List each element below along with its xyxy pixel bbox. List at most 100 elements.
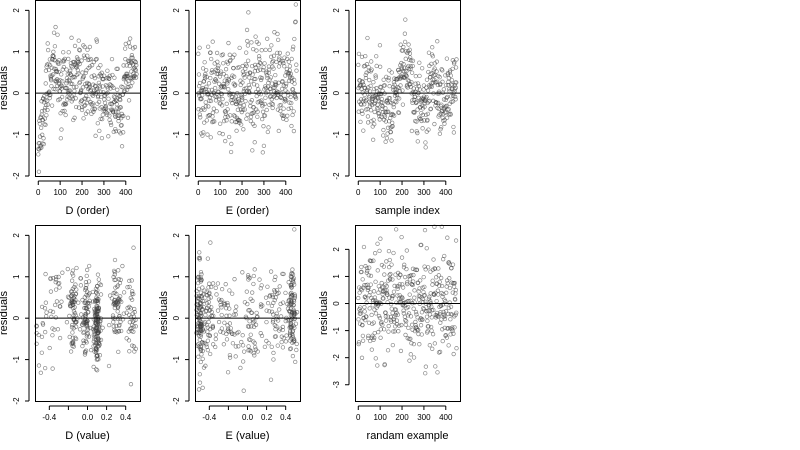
data-point [208, 351, 213, 357]
data-point [390, 277, 395, 282]
data-point [435, 39, 440, 44]
data-point [448, 94, 454, 99]
residual-panel-5: -0.4 0.0 0.2 0.4 -2 -1 0 1 2 E (value) residuals [158, 225, 301, 442]
y-tick-label: -1 [332, 326, 341, 334]
data-point [403, 17, 408, 22]
data-point [93, 325, 98, 331]
data-point [443, 104, 448, 109]
data-point [275, 50, 280, 55]
data-point [132, 309, 137, 315]
data-point [406, 298, 411, 304]
data-point [413, 73, 418, 79]
data-point [76, 38, 81, 43]
data-point [409, 322, 415, 327]
data-point [69, 99, 74, 104]
data-point [82, 103, 87, 109]
data-point [269, 344, 274, 350]
data-point [127, 44, 133, 49]
data-point [275, 31, 280, 37]
data-point [444, 302, 449, 307]
data-point [227, 355, 233, 360]
data-point [73, 313, 78, 318]
data-point [197, 296, 202, 301]
data-point [294, 341, 299, 347]
data-point [95, 272, 101, 277]
data-point [393, 227, 399, 232]
data-point [396, 110, 402, 116]
plot-frame [35, 225, 141, 402]
data-point [372, 295, 378, 300]
data-point [240, 95, 245, 100]
data-point [107, 293, 113, 298]
data-point [431, 257, 436, 262]
data-point [231, 113, 237, 118]
data-point [369, 347, 374, 352]
data-point [47, 57, 53, 62]
data-point [214, 50, 220, 56]
data-point [133, 324, 138, 329]
data-point [207, 315, 212, 320]
data-point [43, 122, 48, 127]
data-point [117, 313, 122, 319]
data-point [404, 73, 409, 79]
data-point [73, 282, 78, 287]
data-point [111, 85, 116, 90]
data-point [69, 63, 74, 69]
data-point [361, 285, 366, 290]
data-point [208, 295, 213, 300]
data-point [235, 107, 241, 112]
data-point [133, 346, 138, 351]
data-point [271, 350, 276, 356]
data-point [390, 293, 396, 299]
data-point [278, 102, 284, 108]
data-point [365, 268, 370, 274]
data-point [412, 109, 417, 114]
data-point [204, 322, 210, 328]
data-point [60, 108, 65, 114]
data-point [208, 135, 213, 140]
data-point [106, 134, 111, 139]
data-point [426, 127, 431, 132]
data-point [288, 302, 294, 307]
data-point [77, 80, 82, 86]
data-point [245, 43, 251, 48]
data-point [292, 293, 298, 299]
data-point [90, 101, 95, 106]
x-tick-label: 200 [395, 413, 409, 422]
data-point [422, 118, 427, 123]
data-point [95, 309, 100, 314]
data-point [421, 274, 426, 280]
data-point [244, 63, 249, 68]
data-point [247, 75, 252, 80]
data-point [291, 128, 297, 134]
data-point [377, 248, 382, 254]
data-point [86, 304, 91, 309]
data-point [70, 322, 75, 328]
data-point [95, 353, 100, 358]
data-point [214, 78, 219, 84]
data-point [230, 91, 236, 97]
data-point [120, 263, 125, 269]
data-point [84, 68, 89, 73]
data-point [447, 285, 453, 291]
data-point [77, 327, 83, 332]
data-point [77, 79, 83, 85]
data-point [453, 238, 459, 243]
data-point [104, 84, 110, 89]
data-point [367, 306, 372, 311]
data-point [94, 39, 100, 44]
data-point [358, 119, 363, 125]
data-point [292, 317, 297, 322]
y-tick-label: 2 [12, 233, 21, 238]
data-point [84, 324, 89, 329]
data-point [284, 81, 289, 86]
data-point [42, 365, 48, 371]
data-point [285, 113, 290, 118]
data-point [267, 309, 272, 314]
data-point [436, 73, 441, 79]
data-point [426, 324, 431, 329]
data-point [113, 126, 118, 132]
data-point [206, 81, 212, 86]
data-point [392, 82, 397, 87]
data-point [98, 319, 103, 324]
